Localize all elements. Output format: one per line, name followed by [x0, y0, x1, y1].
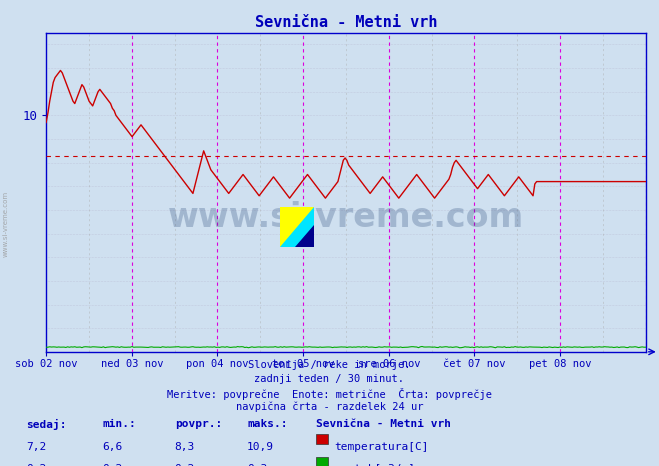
Text: zadnji teden / 30 minut.: zadnji teden / 30 minut.: [254, 374, 405, 384]
Text: temperatura[C]: temperatura[C]: [334, 442, 428, 452]
Text: 0,2: 0,2: [26, 464, 47, 466]
Text: povpr.:: povpr.:: [175, 419, 222, 429]
Text: 0,2: 0,2: [102, 464, 123, 466]
Text: 10,9: 10,9: [247, 442, 274, 452]
Text: 7,2: 7,2: [26, 442, 47, 452]
Text: navpična črta - razdelek 24 ur: navpična črta - razdelek 24 ur: [236, 402, 423, 412]
Polygon shape: [280, 207, 314, 247]
Text: 8,3: 8,3: [175, 442, 195, 452]
Text: 6,6: 6,6: [102, 442, 123, 452]
Text: Sevnična - Metni vrh: Sevnična - Metni vrh: [316, 419, 451, 429]
Text: www.si-vreme.com: www.si-vreme.com: [2, 191, 9, 257]
Text: pretok[m3/s]: pretok[m3/s]: [334, 464, 415, 466]
Title: Sevnična - Metni vrh: Sevnična - Metni vrh: [255, 15, 437, 30]
Text: maks.:: maks.:: [247, 419, 287, 429]
Text: Slovenija / reke in morje.: Slovenija / reke in morje.: [248, 360, 411, 370]
Text: 0,2: 0,2: [175, 464, 195, 466]
Text: 0,3: 0,3: [247, 464, 268, 466]
Text: sedaj:: sedaj:: [26, 419, 67, 431]
Polygon shape: [280, 207, 314, 247]
Text: Meritve: povprečne  Enote: metrične  Črta: povprečje: Meritve: povprečne Enote: metrične Črta:…: [167, 388, 492, 400]
Text: min.:: min.:: [102, 419, 136, 429]
Text: www.si-vreme.com: www.si-vreme.com: [168, 201, 524, 234]
Polygon shape: [295, 225, 314, 247]
